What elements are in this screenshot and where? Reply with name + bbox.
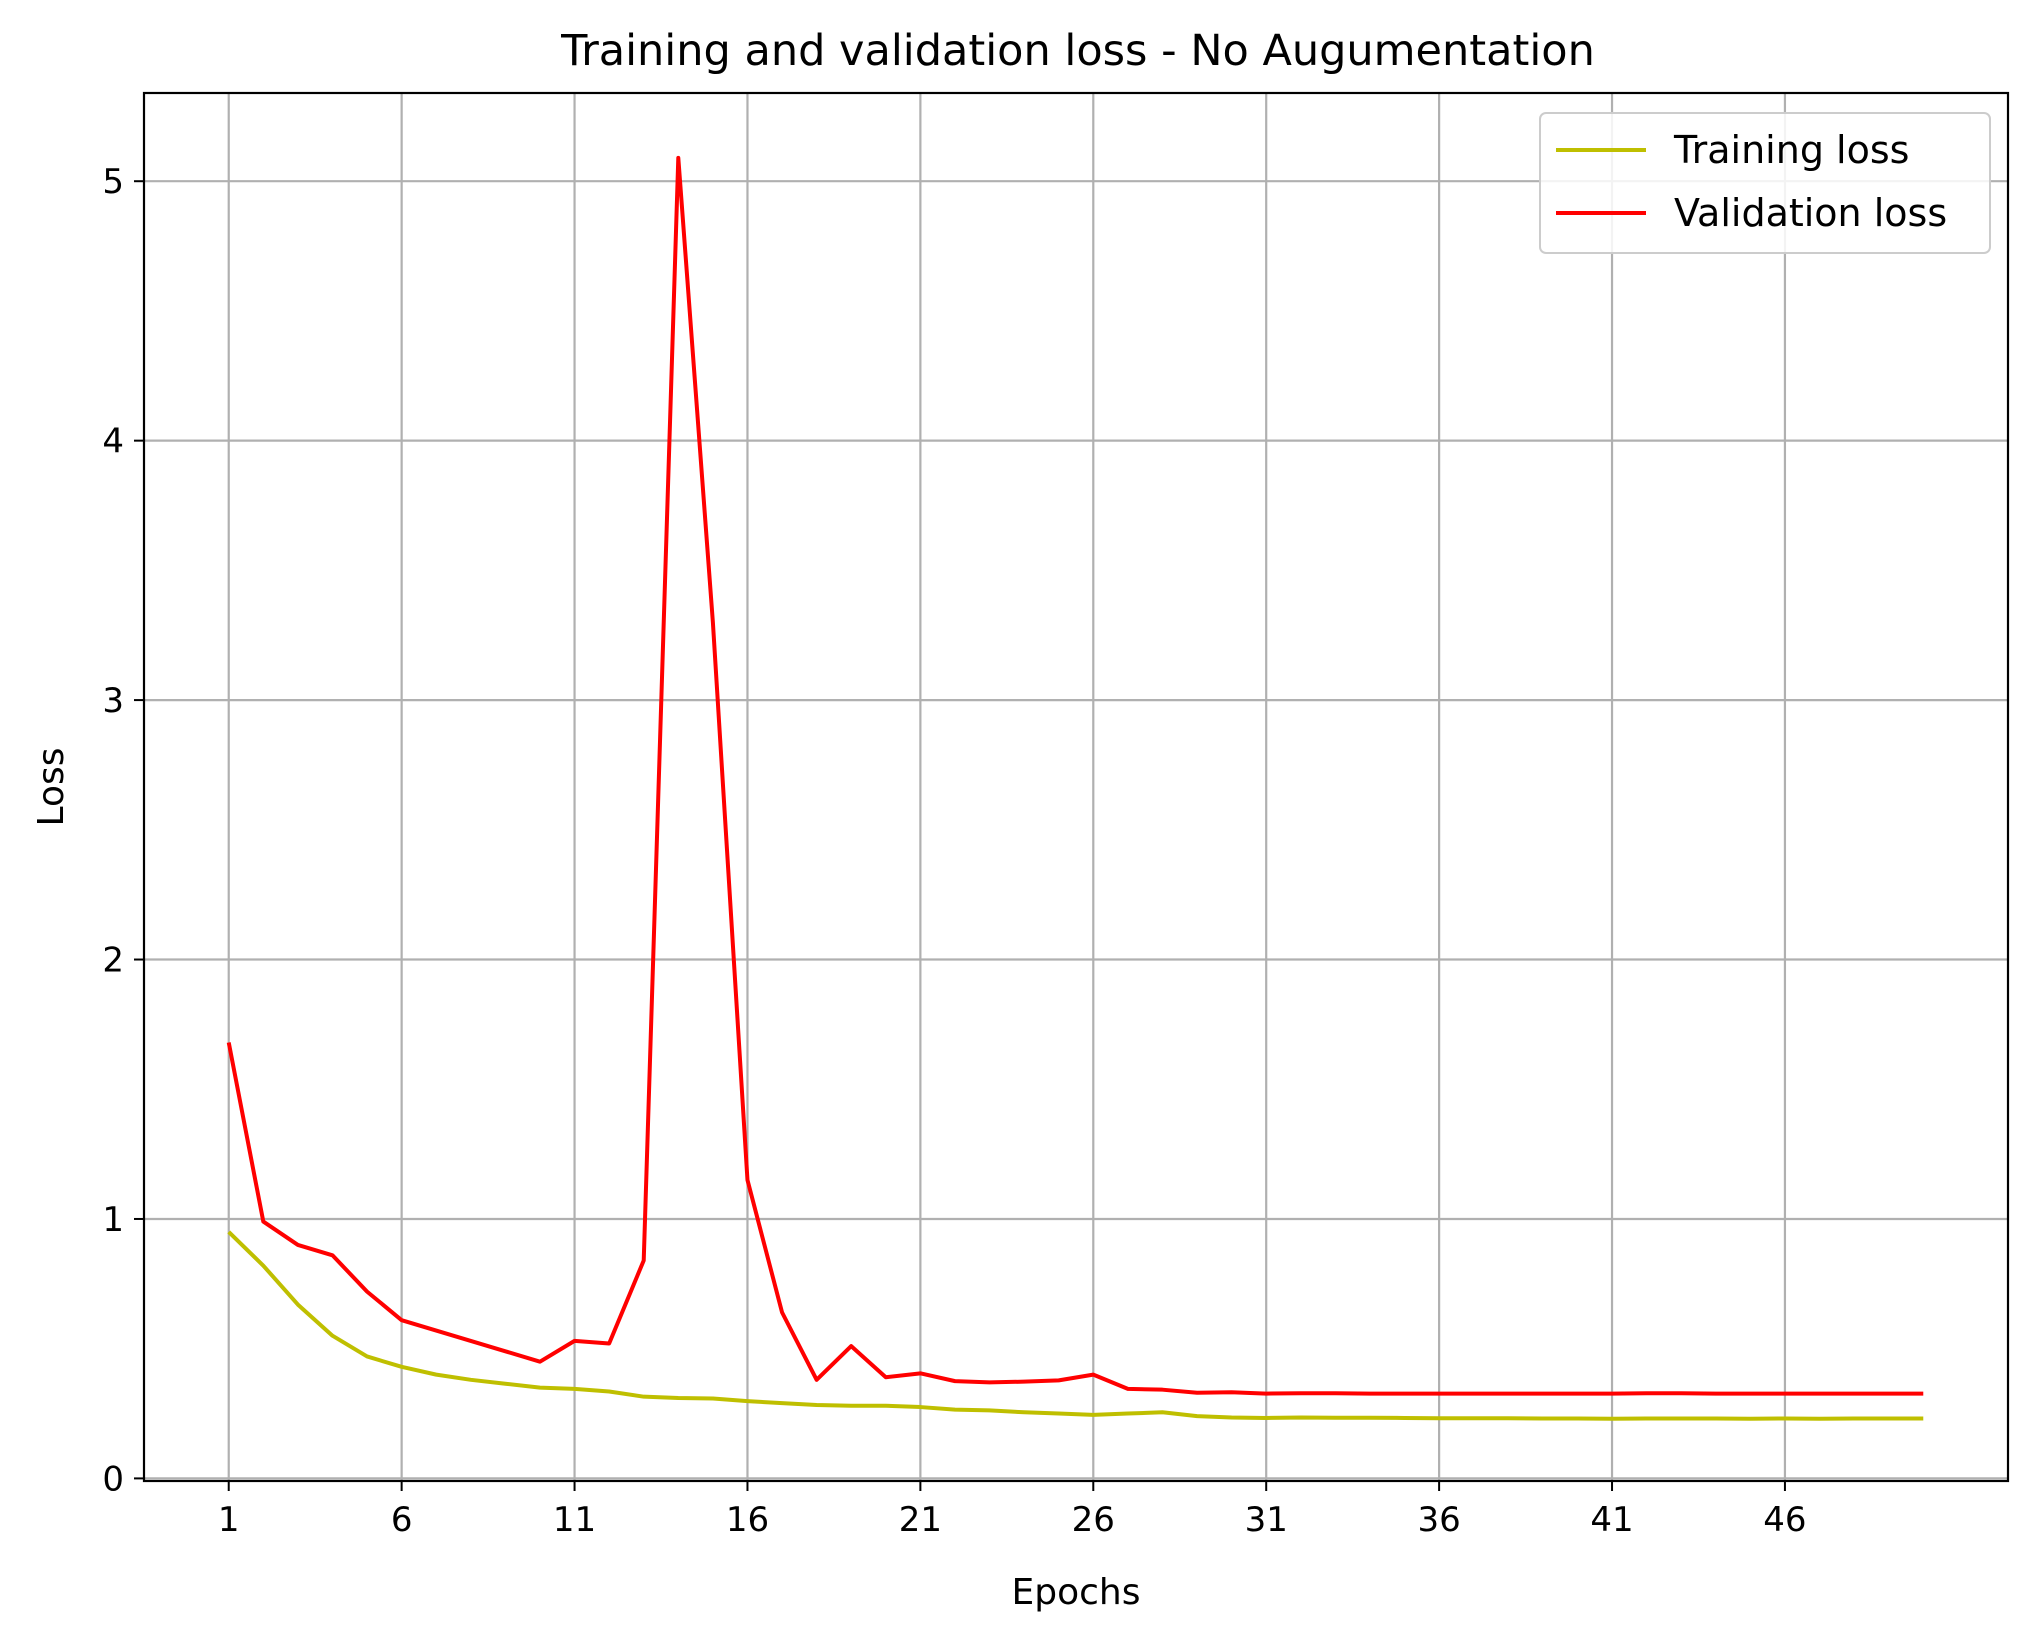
x-axis-ticks: 1 6 11 16 21 26 31 36 41 46 [218,1481,1807,1540]
y-tick-label: 1 [102,1200,124,1240]
x-tick-label: 36 [1417,1500,1460,1540]
x-tick-label: 21 [899,1500,942,1540]
chart-title: Training and validation loss - No Augume… [560,26,1595,76]
grid [144,93,2008,1481]
y-tick-label: 0 [102,1459,124,1499]
x-tick-label: 26 [1072,1500,1115,1540]
legend-label-validation-loss: Validation loss [1674,191,1947,235]
legend-label-training-loss: Training loss [1673,128,1909,172]
x-tick-label: 11 [553,1500,596,1540]
legend: Training loss Validation loss [1539,112,1991,254]
y-axis-label: Loss [31,748,72,827]
y-tick-label: 2 [102,941,124,981]
x-tick-label: 1 [218,1500,240,1540]
plot-frame [142,91,2010,1483]
y-tick-label: 4 [102,422,124,462]
series-line-validation-loss [226,155,1924,1396]
legend-box [1539,112,1991,254]
y-tick-label: 5 [102,162,124,202]
y-axis-ticks: 0 1 2 3 4 5 [102,162,144,1499]
x-tick-label: 46 [1763,1500,1806,1540]
y-tick-label: 3 [102,681,124,721]
x-tick-label: 16 [726,1500,769,1540]
x-tick-label: 6 [391,1500,413,1540]
x-axis-label: Epochs [1012,1572,1141,1613]
series-line-training-loss [227,1230,1924,1421]
x-tick-label: 41 [1590,1500,1633,1540]
x-tick-label: 31 [1245,1500,1288,1540]
series-lines [226,155,1924,1421]
plot-area [144,93,2008,1481]
